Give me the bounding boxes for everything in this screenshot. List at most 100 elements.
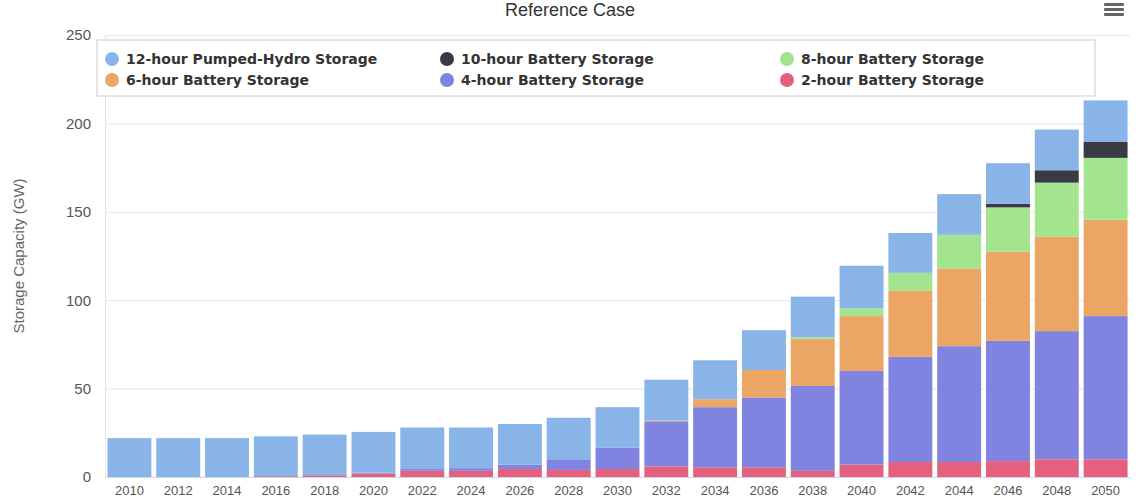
y-tick-label: 0 — [83, 468, 91, 485]
bar-segment — [986, 461, 1030, 477]
bar-segment — [840, 371, 884, 465]
legend-item[interactable]: 10-hour Battery Storage — [440, 51, 654, 67]
legend-item[interactable]: 4-hour Battery Storage — [440, 72, 644, 88]
grid-line — [105, 477, 1130, 478]
x-tick: 2022 — [408, 477, 437, 498]
bar-segment — [547, 418, 591, 460]
y-tick: 200 — [66, 115, 1130, 132]
bar-segment — [937, 268, 981, 346]
x-tick: 2014 — [213, 477, 242, 498]
bar-segment — [1084, 158, 1128, 220]
bar-segment — [791, 337, 835, 339]
x-tick: 2040 — [847, 477, 876, 498]
bar-segment — [937, 462, 981, 477]
x-tick-label: 2050 — [1091, 483, 1120, 498]
grid-line — [105, 123, 1130, 124]
x-tick: 2042 — [896, 477, 925, 498]
bar-segment — [547, 459, 591, 470]
x-axis: 2010201220142016201820202022202420262028… — [106, 477, 1131, 498]
chart-container: 0501001502002502010201220142016201820202… — [0, 0, 1140, 500]
legend-marker[interactable] — [105, 73, 119, 87]
legend-marker[interactable] — [780, 52, 794, 66]
legend-item[interactable]: 12-hour Pumped-Hydro Storage — [105, 51, 377, 67]
legend-label[interactable]: 10-hour Battery Storage — [461, 51, 654, 67]
bar-segment — [937, 194, 981, 235]
bar-segment — [351, 432, 395, 473]
x-tick: 2012 — [164, 477, 193, 498]
y-tick-label: 100 — [66, 292, 91, 309]
legend-label[interactable]: 4-hour Battery Storage — [461, 72, 644, 88]
bar-segment — [1035, 331, 1079, 459]
bar-segment — [498, 465, 542, 469]
bar-segment — [986, 163, 1030, 204]
bar-segment — [888, 273, 932, 291]
x-tick: 2016 — [261, 477, 290, 498]
bar-segment — [986, 252, 1030, 341]
bar-segment — [644, 421, 688, 466]
x-tick-label: 2048 — [1042, 483, 1071, 498]
bar-segment — [449, 468, 493, 471]
bar-segment — [1035, 170, 1079, 182]
legend-label[interactable]: 2-hour Battery Storage — [801, 72, 984, 88]
bar-segment — [742, 467, 786, 477]
x-tick-label: 2046 — [994, 483, 1023, 498]
bar-segment — [303, 475, 347, 477]
bar-segment — [205, 438, 249, 477]
x-tick: 2034 — [701, 477, 730, 498]
series-bars — [644, 220, 1127, 422]
bar-segment — [156, 438, 200, 477]
x-tick-label: 2030 — [603, 483, 632, 498]
x-axis-line — [106, 477, 1131, 478]
legend-label[interactable]: 8-hour Battery Storage — [801, 51, 984, 67]
bar-segment — [1084, 220, 1128, 316]
bar-segment — [400, 427, 444, 469]
bar-segment — [449, 471, 493, 477]
y-tick-label: 250 — [66, 26, 91, 43]
bar-segment — [888, 233, 932, 273]
legend-marker[interactable] — [440, 52, 454, 66]
menu-icon-bar[interactable] — [1104, 13, 1124, 16]
x-tick-label: 2036 — [749, 483, 778, 498]
bar-segment — [1084, 142, 1128, 158]
y-axis: 050100150200250 — [66, 26, 1130, 485]
x-tick: 2028 — [554, 477, 583, 498]
bar-segment — [400, 469, 444, 471]
bar-segment — [547, 470, 591, 477]
bar-segment — [400, 471, 444, 477]
bar-segment — [1084, 459, 1128, 477]
x-tick: 2050 — [1091, 477, 1120, 498]
bars — [107, 100, 1127, 477]
x-tick: 2020 — [359, 477, 388, 498]
legend-item[interactable]: 6-hour Battery Storage — [105, 72, 309, 88]
bar-segment — [1035, 130, 1079, 171]
bar-segment — [791, 386, 835, 471]
legend: 12-hour Pumped-Hydro Storage 10-hour Batt… — [97, 40, 1095, 96]
x-tick: 2024 — [457, 477, 486, 498]
bar-segment — [596, 407, 640, 448]
x-tick: 2048 — [1042, 477, 1071, 498]
legend-marker[interactable] — [440, 73, 454, 87]
legend-label[interactable]: 6-hour Battery Storage — [126, 72, 309, 88]
legend-item[interactable]: 8-hour Battery Storage — [780, 51, 984, 67]
chart-svg: 0501001502002502010201220142016201820202… — [0, 0, 1140, 500]
bar-segment — [888, 462, 932, 477]
legend-label[interactable]: 12-hour Pumped-Hydro Storage — [126, 51, 377, 67]
y-tick-label: 150 — [66, 203, 91, 220]
bar-segment — [791, 297, 835, 338]
legend-marker[interactable] — [105, 52, 119, 66]
bar-segment — [1035, 237, 1079, 332]
bar-segment — [986, 207, 1030, 251]
x-tick-label: 2014 — [213, 483, 242, 498]
bar-segment — [596, 469, 640, 477]
bar-segment — [644, 466, 688, 477]
x-tick-label: 2024 — [457, 483, 486, 498]
x-tick: 2046 — [994, 477, 1023, 498]
legend-marker[interactable] — [780, 73, 794, 87]
x-tick: 2026 — [505, 477, 534, 498]
x-tick-label: 2032 — [652, 483, 681, 498]
menu-icon-bar[interactable] — [1104, 3, 1124, 6]
menu-icon[interactable] — [1104, 3, 1124, 16]
legend-item[interactable]: 2-hour Battery Storage — [780, 72, 984, 88]
menu-icon-bar[interactable] — [1104, 8, 1124, 11]
bar-segment — [449, 427, 493, 468]
